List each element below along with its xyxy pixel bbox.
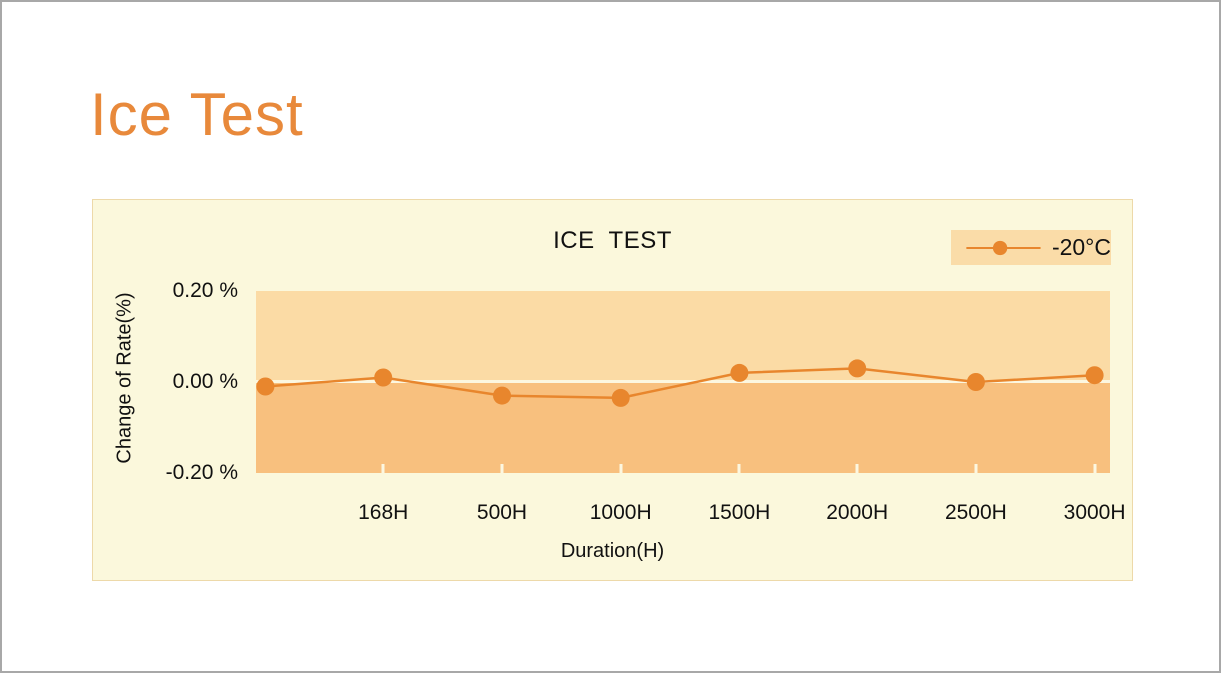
y-tick-label-0.2: 0.20 % [172, 279, 238, 302]
x-tick-mark-2000H [855, 464, 859, 473]
x-tick-label-2500H: 2500H [944, 501, 1007, 524]
data-point-500H [493, 386, 511, 405]
data-series-line [256, 359, 1104, 407]
data-point-2000H [848, 359, 867, 378]
x-tick-label-2000H: 2000H [826, 501, 889, 524]
x-tick-mark-500H [500, 464, 504, 473]
data-point-start [256, 377, 275, 396]
positive-range-band [256, 291, 1110, 382]
x-tick-mark-2500H [974, 464, 978, 473]
y-tick-label-0: 0.00 % [172, 370, 238, 393]
x-tick-mark-1000H [619, 464, 623, 473]
legend-series-marker-icon [966, 240, 1041, 255]
x-tick-label-1500H: 1500H [708, 501, 771, 524]
x-tick-label-1000H: 1000H [589, 501, 652, 524]
chart-panel: ICE TEST -20°C Change of Rate(%) 0.20 % 0… [92, 199, 1133, 581]
chart-title: ICE TEST [553, 227, 672, 254]
data-point-1500H [730, 363, 749, 382]
chart-legend: -20°C [951, 230, 1111, 265]
x-tick-mark-1500H [737, 464, 741, 473]
x-tick-mark-168H [381, 464, 385, 473]
x-tick-label-3000H: 3000H [1063, 501, 1126, 524]
negative-range-band [256, 382, 1110, 473]
zero-gridline [256, 380, 1110, 383]
x-tick-label-500H: 500H [476, 501, 528, 524]
data-point-1000H [611, 388, 630, 407]
data-point-3000H [1085, 366, 1104, 385]
data-point-2500H [966, 373, 985, 391]
legend-label: -20°C [1051, 234, 1111, 260]
data-point-168H [374, 368, 393, 387]
x-tick-label-168H: 168H [358, 501, 409, 524]
slide-title: Ice Test [90, 81, 304, 148]
x-tick-mark-3000H [1093, 464, 1097, 473]
y-tick-label--0.2: -0.20 % [165, 461, 238, 484]
x-axis-label: Duration(H) [560, 540, 665, 562]
plot-area [256, 291, 1110, 473]
